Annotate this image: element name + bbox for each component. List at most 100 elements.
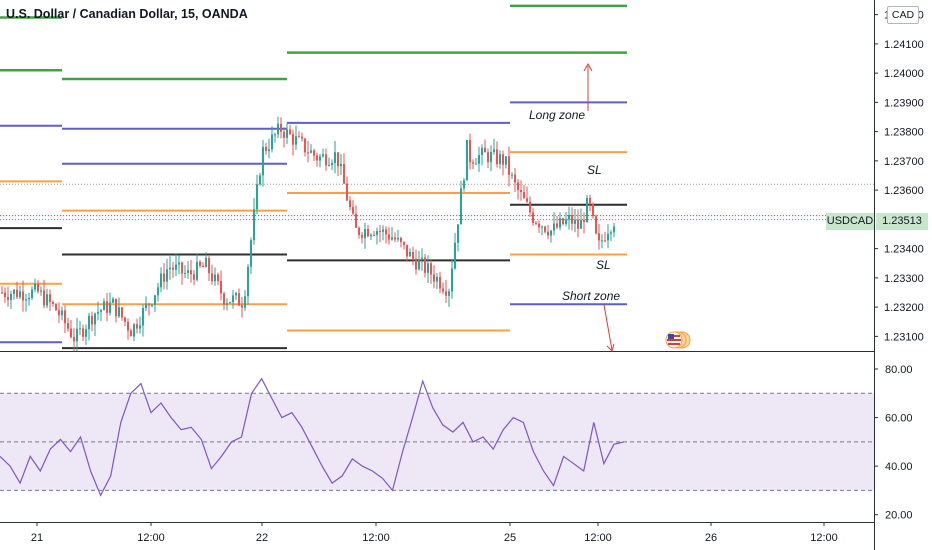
candle-body	[136, 324, 138, 329]
candle-body	[139, 325, 141, 329]
time-tick-label: 21	[31, 532, 43, 544]
candle-body	[535, 222, 537, 224]
candle-body	[217, 274, 219, 282]
candle-body	[46, 294, 48, 306]
candle-body	[601, 240, 603, 242]
candle-body	[358, 227, 360, 235]
candle-body	[295, 136, 297, 145]
candle-body	[58, 310, 60, 316]
candle-body	[211, 273, 213, 282]
candle-body	[526, 198, 528, 202]
candle-body	[550, 230, 552, 236]
candle-body	[121, 307, 123, 318]
candle-body	[325, 154, 327, 166]
candle-body	[223, 293, 225, 305]
candle-body	[55, 303, 57, 311]
candle-body	[475, 163, 477, 165]
candle-body	[115, 298, 117, 317]
candle-body	[226, 303, 228, 305]
candle-body	[127, 321, 129, 331]
candle-body	[538, 223, 540, 228]
time-tick-label: 22	[256, 532, 268, 544]
candle-body	[391, 237, 393, 240]
candle-body	[400, 237, 402, 243]
candle-body	[355, 213, 357, 228]
currency-badge[interactable]: CAD	[887, 6, 919, 24]
candle-body	[238, 293, 240, 306]
candle-body	[100, 310, 102, 312]
price-tick-label: 1.23300	[884, 273, 924, 285]
candle-body	[190, 270, 192, 275]
candle-body	[157, 287, 159, 296]
candle-body	[511, 174, 513, 176]
candle-body	[187, 270, 189, 273]
candle-body	[442, 288, 444, 292]
candle-body	[73, 337, 75, 342]
candle-body	[382, 229, 384, 232]
candle-body	[439, 277, 441, 289]
candle-body	[610, 232, 612, 234]
candle-body	[517, 182, 519, 191]
candle-body	[292, 134, 294, 145]
candle-body	[379, 231, 381, 233]
candle-body	[205, 258, 207, 268]
candle-body	[52, 301, 54, 304]
price-tick-label: 1.23900	[884, 97, 924, 109]
candle-body	[559, 218, 561, 228]
candle-body	[472, 162, 474, 164]
long-zone-label: Long zone	[529, 108, 586, 122]
candle-body	[532, 212, 534, 223]
candle-body	[481, 147, 483, 156]
us-flag-icon[interactable]	[665, 330, 691, 350]
rsi-line	[0, 377, 625, 497]
candle-body	[262, 146, 264, 176]
candle-body	[331, 162, 333, 165]
candle-body	[589, 198, 591, 204]
candle-body	[13, 289, 15, 295]
candle-body	[427, 263, 429, 273]
candle-body	[337, 152, 339, 167]
candle-body	[418, 259, 420, 270]
sl-upper-label: SL	[587, 163, 602, 177]
price-tick-label: 1.23100	[884, 331, 924, 343]
candle-body	[607, 233, 609, 241]
candle-body	[229, 302, 231, 304]
candle-body	[1, 292, 3, 294]
candle-body	[34, 283, 36, 290]
candle-body	[70, 328, 72, 338]
candle-body	[373, 234, 375, 236]
candle-body	[103, 301, 105, 311]
candle-body	[277, 123, 279, 135]
candle-body	[523, 191, 525, 199]
candle-body	[394, 237, 396, 240]
candle-body	[553, 223, 555, 231]
candle-body	[160, 273, 162, 288]
time-tick-label: 25	[504, 532, 516, 544]
candle-body	[496, 149, 498, 165]
candle-body	[10, 294, 12, 300]
candle-body	[385, 229, 387, 235]
candle-body	[433, 274, 435, 282]
chart-title: U.S. Dollar / Canadian Dollar, 15, OANDA	[6, 7, 248, 21]
candle-body	[253, 209, 255, 241]
candle-body	[64, 310, 66, 324]
sl-lower-label: SL	[596, 258, 611, 272]
candle-body	[214, 274, 216, 282]
candle-body	[112, 298, 114, 303]
candle-body	[259, 175, 261, 185]
candle-body	[169, 267, 171, 270]
candle-body	[403, 242, 405, 245]
candle-body	[25, 299, 27, 301]
candle-body	[376, 231, 378, 235]
candle-body	[541, 226, 543, 228]
candle-body	[361, 234, 363, 238]
candle-body	[487, 152, 489, 163]
candle-body	[196, 261, 198, 280]
candle-body	[370, 234, 372, 237]
candle-body	[319, 156, 321, 161]
candle-body	[280, 123, 282, 132]
candle-body	[274, 134, 276, 136]
symbol-price-label: USDCAD	[826, 213, 874, 230]
candle-body	[478, 155, 480, 164]
